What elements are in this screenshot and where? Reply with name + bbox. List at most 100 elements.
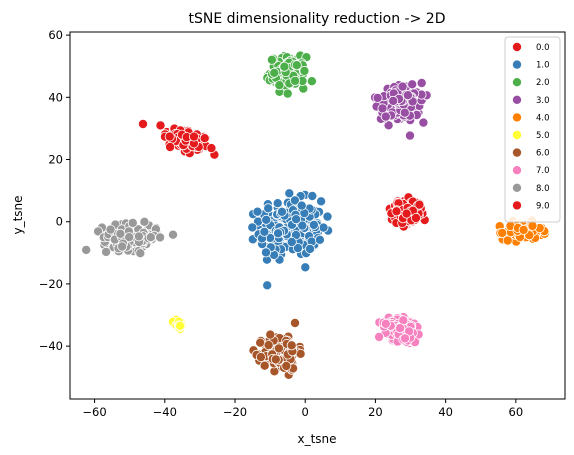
point bbox=[418, 117, 429, 128]
y-tick-label: 60 bbox=[48, 28, 63, 42]
x-tick-label: 0 bbox=[302, 405, 309, 419]
x-tick-label: 20 bbox=[368, 405, 383, 419]
point bbox=[399, 333, 410, 344]
point bbox=[374, 331, 385, 342]
point bbox=[261, 214, 272, 225]
x-axis-ticks: −60 −40 −20 0 20 40 60 bbox=[82, 399, 523, 419]
legend-marker bbox=[512, 200, 523, 211]
legend-marker bbox=[512, 147, 523, 158]
point bbox=[188, 131, 199, 142]
point bbox=[290, 75, 301, 86]
point bbox=[81, 244, 92, 255]
point bbox=[314, 234, 325, 245]
point bbox=[279, 61, 290, 72]
legend-label: 8.0 bbox=[536, 184, 550, 194]
point bbox=[401, 208, 412, 219]
y-tick-label: −40 bbox=[39, 339, 63, 353]
point bbox=[145, 232, 156, 243]
point bbox=[291, 214, 302, 225]
point bbox=[286, 340, 297, 351]
point bbox=[273, 228, 284, 239]
legend-label: 4.0 bbox=[536, 113, 550, 123]
point bbox=[296, 200, 307, 211]
point bbox=[273, 343, 284, 354]
point bbox=[259, 226, 270, 237]
point bbox=[124, 232, 135, 243]
y-tick-label: 0 bbox=[56, 215, 63, 229]
point bbox=[105, 224, 116, 235]
legend-label: 3.0 bbox=[536, 96, 550, 106]
legend-marker bbox=[512, 42, 523, 53]
point bbox=[272, 198, 283, 209]
series-3.0 bbox=[370, 78, 433, 141]
point bbox=[266, 54, 277, 65]
x-tick-label: −60 bbox=[82, 405, 106, 419]
point bbox=[247, 222, 258, 233]
point bbox=[276, 206, 287, 217]
series-9.0 bbox=[384, 192, 430, 232]
x-tick-label: −20 bbox=[223, 405, 247, 419]
point bbox=[139, 216, 150, 227]
point bbox=[263, 340, 274, 351]
point bbox=[307, 190, 318, 201]
y-tick-label: 40 bbox=[48, 90, 63, 104]
y-axis-label: y_tsne bbox=[11, 195, 25, 234]
point bbox=[167, 229, 178, 240]
legend-marker bbox=[512, 165, 523, 176]
y-tick-label: 20 bbox=[48, 153, 63, 167]
plot-frame bbox=[69, 31, 566, 400]
point bbox=[274, 80, 285, 91]
point bbox=[155, 232, 166, 243]
series-1.0 bbox=[247, 188, 334, 291]
legend-label: 6.0 bbox=[536, 149, 550, 159]
series-2.0 bbox=[262, 50, 317, 99]
legend-label: 0.0 bbox=[536, 43, 550, 53]
point bbox=[300, 262, 311, 273]
point bbox=[269, 67, 280, 78]
point bbox=[206, 143, 217, 154]
point bbox=[255, 352, 266, 363]
x-axis-label: x_tsne bbox=[297, 432, 336, 446]
point bbox=[372, 92, 383, 103]
point bbox=[137, 119, 148, 130]
point bbox=[395, 323, 406, 334]
point bbox=[527, 220, 538, 231]
legend-label: 7.0 bbox=[536, 166, 550, 176]
point bbox=[281, 360, 292, 371]
series-0.0 bbox=[137, 119, 220, 160]
legend-marker bbox=[512, 129, 523, 140]
point bbox=[199, 133, 210, 144]
point bbox=[388, 95, 399, 106]
legend-marker bbox=[512, 182, 523, 193]
point bbox=[299, 65, 310, 76]
point bbox=[270, 354, 281, 365]
point bbox=[291, 60, 302, 71]
point bbox=[322, 211, 333, 222]
point bbox=[402, 90, 413, 101]
point bbox=[286, 236, 297, 247]
point bbox=[133, 231, 144, 242]
point bbox=[297, 220, 308, 231]
x-tick-label: −40 bbox=[153, 405, 177, 419]
x-tick-label: 60 bbox=[509, 405, 524, 419]
legend-marker bbox=[512, 94, 523, 105]
legend-label: 9.0 bbox=[536, 201, 550, 211]
point bbox=[164, 131, 175, 142]
point bbox=[263, 203, 274, 214]
legend: 0.0 1.0 2.0 3.0 4.0 5.0 6.0 7.0 8.0 9.0 bbox=[504, 36, 561, 223]
point bbox=[399, 107, 410, 118]
legend-marker bbox=[512, 59, 523, 70]
series-8.0 bbox=[81, 216, 178, 259]
point bbox=[407, 79, 418, 90]
x-tick-label: 40 bbox=[438, 405, 453, 419]
point bbox=[318, 222, 329, 233]
point bbox=[115, 228, 126, 239]
point bbox=[380, 318, 391, 329]
point bbox=[414, 199, 425, 210]
point bbox=[155, 120, 166, 131]
point bbox=[259, 360, 270, 371]
point bbox=[262, 280, 273, 291]
point bbox=[255, 337, 266, 348]
point bbox=[397, 81, 408, 92]
y-tick-label: −20 bbox=[39, 277, 63, 291]
